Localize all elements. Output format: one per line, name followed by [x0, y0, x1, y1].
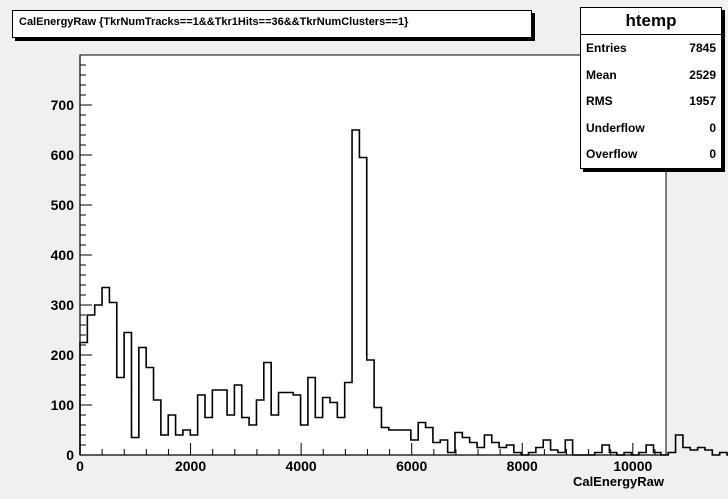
histogram-bin — [242, 418, 249, 456]
histogram-bin — [271, 415, 278, 455]
y-tick-label: 100 — [51, 397, 75, 413]
y-tick-label: 500 — [51, 197, 75, 213]
histogram-bin — [95, 305, 102, 455]
histogram-bin — [146, 368, 153, 456]
stats-row-underflow: Underflow 0 — [581, 115, 721, 142]
histogram-bin — [117, 378, 124, 456]
histogram-bin — [154, 400, 161, 455]
y-tick-label: 700 — [51, 97, 75, 113]
y-tick-label: 0 — [66, 447, 74, 463]
histogram-bin — [352, 130, 359, 455]
stats-histogram-name: htemp — [581, 8, 721, 35]
histogram-bin — [492, 443, 499, 456]
histogram-bin — [418, 423, 425, 456]
histogram-bin — [345, 383, 352, 456]
histogram-bin — [367, 360, 374, 455]
histogram-bin — [205, 418, 212, 456]
histogram-marks — [79, 129, 728, 456]
histogram-bin — [234, 385, 241, 455]
y-tick-label: 600 — [51, 147, 75, 163]
histogram-bin — [676, 435, 683, 455]
histogram-bin — [330, 403, 337, 456]
stats-label: Overflow — [586, 147, 638, 162]
stats-value: 0 — [709, 147, 716, 162]
histogram-bin — [168, 415, 175, 455]
histogram-bin — [308, 378, 315, 456]
x-tick-label: 4000 — [286, 458, 317, 474]
x-tick-label: 8000 — [507, 458, 538, 474]
histogram-title: CalEnergyRaw {TkrNumTracks==1&&Tkr1Hits=… — [19, 16, 409, 28]
histogram-bin — [80, 343, 87, 456]
histogram-bin — [161, 435, 168, 455]
histogram-bin — [381, 428, 388, 456]
histogram-bin — [212, 390, 219, 455]
stats-box: htemp Entries 7845 Mean 2529 RMS 1957 Un… — [580, 7, 722, 169]
x-tick-label: 2000 — [175, 458, 206, 474]
stats-label: Mean — [586, 67, 617, 82]
histogram-bin — [139, 348, 146, 456]
histogram-bin — [87, 315, 94, 455]
stats-row-rms: RMS 1957 — [581, 88, 721, 115]
histogram-bin — [249, 425, 256, 455]
histogram-bin — [109, 303, 116, 456]
y-tick-label: 300 — [51, 297, 75, 313]
histogram-bin — [286, 393, 293, 456]
stats-value: 2529 — [689, 67, 716, 82]
title-box: CalEnergyRaw {TkrNumTracks==1&&Tkr1Hits=… — [12, 10, 532, 38]
x-tick-label: 6000 — [396, 458, 427, 474]
histogram-bin — [198, 395, 205, 455]
histogram-bin — [396, 430, 403, 455]
y-tick-label: 400 — [51, 247, 75, 263]
histogram-bin — [279, 393, 286, 456]
histogram-bin — [227, 415, 234, 455]
histogram-bin — [404, 430, 411, 455]
histogram-bin — [484, 435, 491, 455]
histogram-bin — [315, 418, 322, 456]
stats-label: RMS — [586, 94, 613, 109]
histogram-bin — [683, 448, 690, 456]
histogram-bin — [131, 438, 138, 456]
histogram-bin — [256, 400, 263, 455]
stats-label: Underflow — [586, 120, 645, 135]
histogram-bin — [301, 425, 308, 455]
stats-value: 0 — [709, 120, 716, 135]
histogram-bin — [374, 408, 381, 456]
histogram-bin — [470, 443, 477, 456]
histogram-bin — [426, 428, 433, 456]
histogram-bin — [183, 430, 190, 455]
stats-value: 7845 — [689, 41, 716, 55]
histogram-bin — [337, 418, 344, 456]
histogram-bin — [462, 438, 469, 456]
histogram-bin — [220, 390, 227, 455]
histogram-bin — [698, 448, 705, 456]
stats-row-mean: Mean 2529 — [581, 62, 721, 89]
x-axis-title: CalEnergyRaw — [573, 474, 665, 489]
stats-row-overflow: Overflow 0 — [581, 141, 721, 168]
histogram-bin — [536, 448, 543, 456]
histogram-bin — [359, 158, 366, 456]
x-tick-label: 10000 — [613, 458, 652, 474]
stats-row-entries: Entries 7845 — [581, 35, 721, 62]
histogram-bin — [440, 440, 447, 455]
plot-frame — [79, 54, 667, 456]
histogram-bin — [190, 435, 197, 455]
stats-value: 1957 — [689, 94, 716, 109]
histogram-outline — [79, 129, 728, 456]
histogram-bin — [646, 445, 653, 455]
histogram-bin — [293, 395, 300, 455]
y-tick-label: 200 — [51, 347, 75, 363]
histogram-bin — [124, 333, 131, 456]
histogram-bin — [506, 445, 513, 455]
histogram-bin — [176, 435, 183, 455]
stats-label: Entries — [586, 41, 627, 55]
axes: 0 100 200 300 400 500 600 700 0 2000 4000 6000 8000 1… — [51, 54, 666, 474]
histogram-bin — [602, 445, 609, 455]
x-tick-label: 0 — [76, 458, 84, 474]
histogram-bin — [264, 363, 271, 456]
histogram-bin — [102, 288, 109, 456]
histogram-bin — [323, 398, 330, 456]
